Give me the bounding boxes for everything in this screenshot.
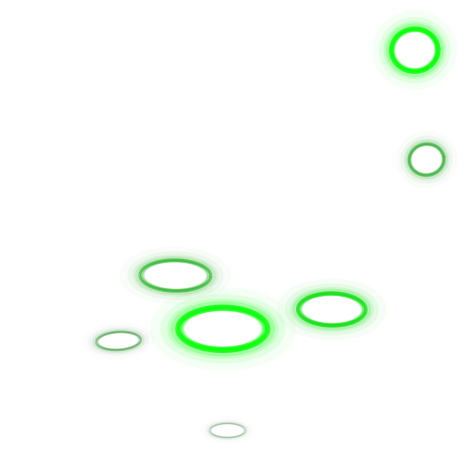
- Text: B: B: [246, 9, 258, 24]
- Text: C: C: [19, 242, 30, 257]
